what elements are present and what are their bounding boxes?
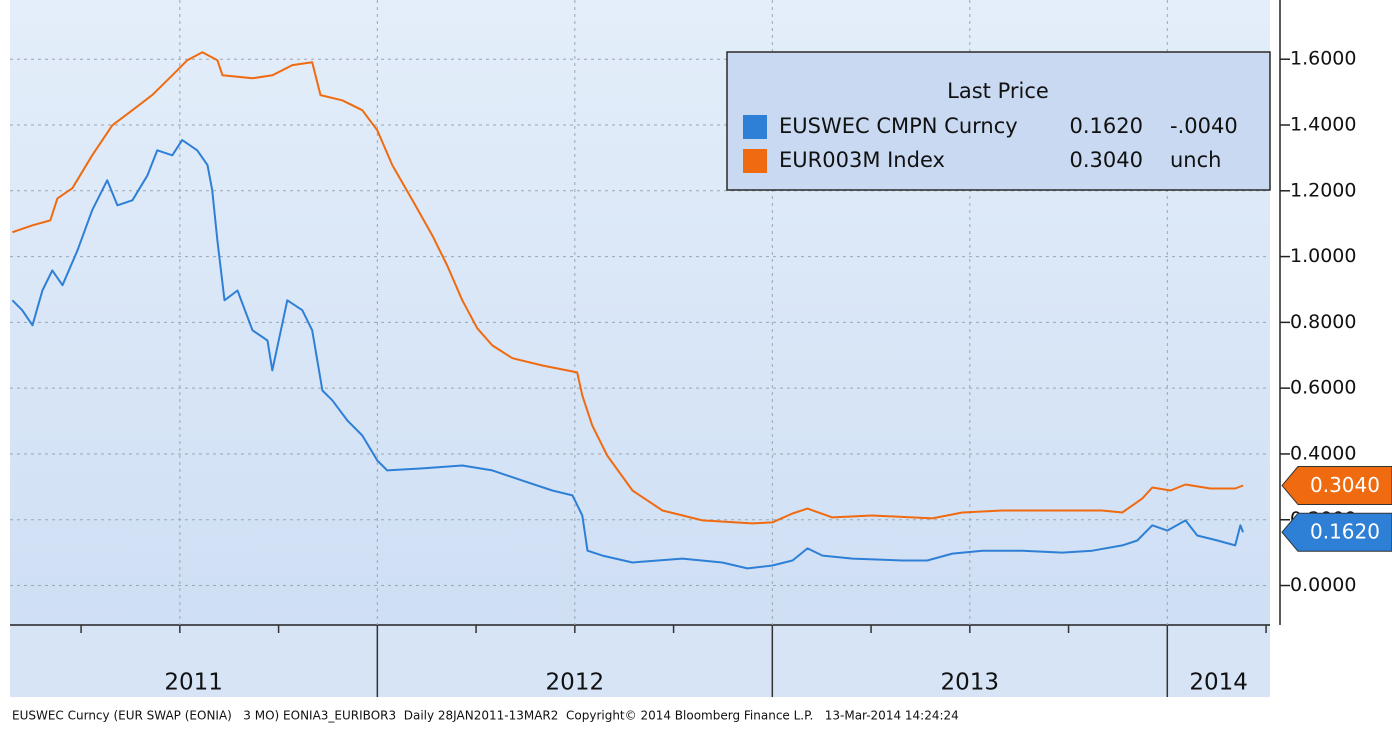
footer: EUSWEC Curncy (EUR SWAP (EONIA) 3 MO) EO… [12, 709, 959, 723]
x-axis-band [10, 625, 1270, 697]
y-tick-label: 1.0000 [1290, 245, 1356, 267]
x-tick-label: 2012 [546, 670, 605, 696]
y-tick-label: 0.6000 [1290, 377, 1356, 399]
legend-swatch [743, 115, 767, 139]
x-tick-label: 2013 [941, 670, 1000, 696]
series-line [11, 139, 1245, 570]
legend-box [726, 51, 1271, 191]
legend-last-price: 0.3040 [1070, 148, 1143, 172]
legend: Last Price EUSWEC CMPN Curncy 0.1620 -.004… [726, 51, 1271, 191]
legend-swatch [743, 149, 767, 173]
y-tick-label: 1.2000 [1290, 179, 1356, 201]
y-tick-label: 0.8000 [1290, 311, 1356, 333]
legend-change: unch [1170, 148, 1221, 172]
y-tick-label: 1.6000 [1290, 48, 1356, 70]
y-tick-label: 0.0000 [1290, 574, 1356, 596]
legend-last-price: 0.1620 [1070, 114, 1143, 138]
x-tick-label: 2014 [1189, 670, 1248, 696]
last-value-tag [1281, 466, 1392, 506]
series-line [12, 51, 1244, 525]
last-value-tag [1281, 512, 1392, 552]
last-value-label: 0.3040 [1310, 473, 1380, 497]
legend-label: EUSWEC CMPN Curncy [779, 114, 1018, 138]
legend-label: EUR003M Index [779, 148, 945, 172]
y-tick-label: 0.4000 [1290, 442, 1356, 464]
y-tick-label: 1.4000 [1290, 114, 1356, 136]
last-value-label: 0.1620 [1310, 520, 1380, 544]
legend-title: Last Price [947, 79, 1049, 103]
x-tick-label: 2011 [164, 670, 223, 696]
legend-change: -.0040 [1170, 114, 1238, 138]
